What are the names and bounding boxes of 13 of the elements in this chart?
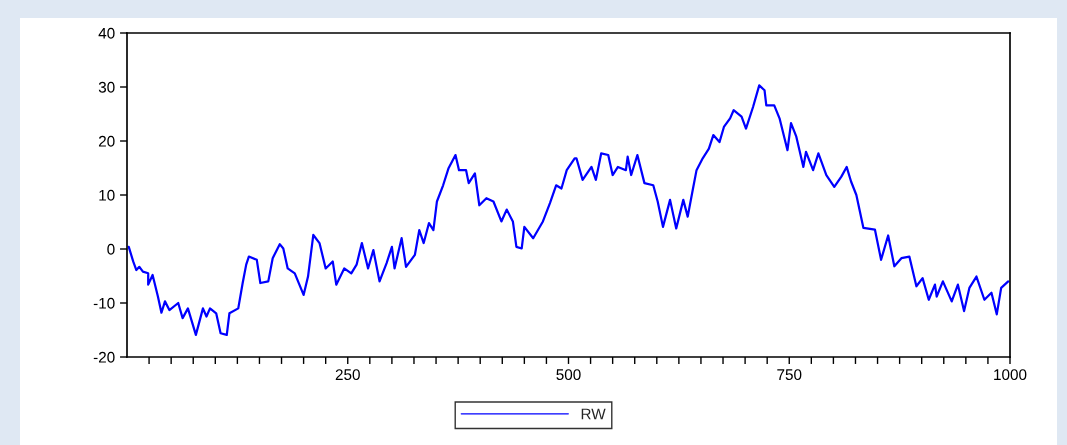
y-tick-label: 40 (98, 27, 115, 39)
line-series (127, 84, 1010, 336)
x-tick-label: 1000 (994, 369, 1027, 381)
x-tick-label: 750 (777, 369, 802, 381)
y-tick-label: 10 (99, 189, 115, 201)
y-tick-label: -10 (93, 297, 115, 309)
y-tick-label: 0 (107, 243, 115, 255)
text: RW (581, 408, 606, 420)
y-tick-label: 30 (98, 81, 115, 93)
y-tick-label: 20 (98, 135, 115, 147)
x-tick-label: 500 (556, 369, 581, 381)
x-tick-label: 250 (335, 369, 360, 381)
y-tick-label: -20 (93, 351, 115, 363)
